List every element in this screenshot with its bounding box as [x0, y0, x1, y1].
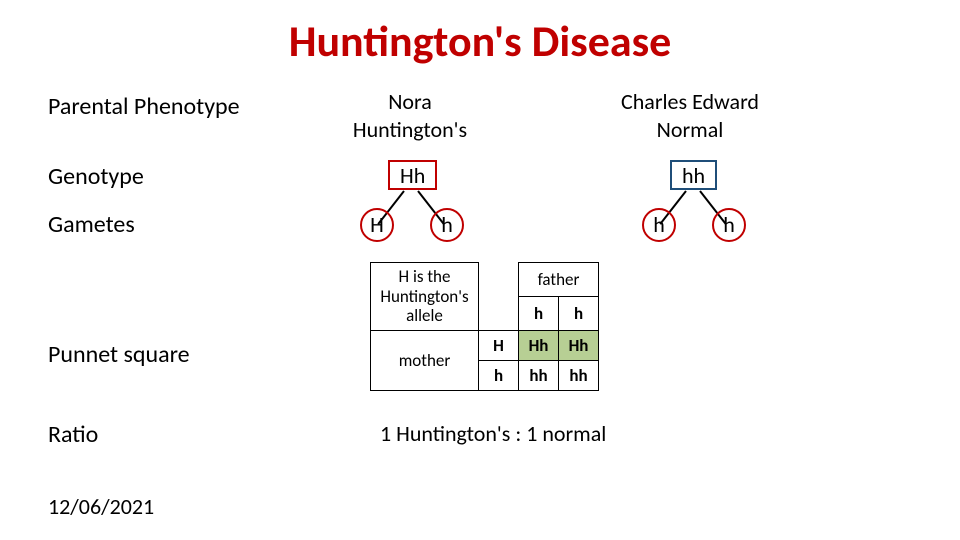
gamete-right-1: h [712, 208, 746, 242]
parent-left-block: Nora Huntington's [330, 88, 490, 143]
mother-allele-0: H [479, 330, 519, 360]
date-footer: 12/06/2021 [48, 493, 154, 520]
gamete-left-0: H [360, 208, 394, 242]
mother-label: mother [371, 330, 479, 390]
father-allele-0: h [519, 296, 559, 330]
label-ratio: Ratio [48, 420, 98, 449]
label-parental: Parental Phenotype [48, 92, 240, 121]
punnett-note: H is the Huntington's allele [371, 263, 479, 331]
page-title: Huntington's Disease [0, 14, 960, 68]
note-l2: Huntington's [380, 286, 468, 307]
parent-right-phenotype: Normal [590, 116, 790, 144]
note-l1: H is the [399, 266, 451, 287]
gamete-left-1: h [430, 208, 464, 242]
father-label: father [519, 263, 599, 297]
cell-10: hh [519, 360, 559, 390]
label-gametes: Gametes [48, 210, 135, 239]
genotype-right-box: hh [670, 160, 717, 190]
punnett-square: H is the Huntington's allele father h h … [370, 262, 599, 391]
label-genotype: Genotype [48, 162, 144, 191]
parent-left-phenotype: Huntington's [330, 116, 490, 144]
ratio-text: 1 Huntington's : 1 normal [380, 420, 606, 447]
gamete-right-0: h [642, 208, 676, 242]
parent-right-block: Charles Edward Normal [590, 88, 790, 143]
father-allele-1: h [559, 296, 599, 330]
mother-allele-1: h [479, 360, 519, 390]
parent-right-name: Charles Edward [590, 88, 790, 116]
label-punnett: Punnet square [48, 340, 190, 369]
cell-11: hh [559, 360, 599, 390]
cell-01: Hh [559, 330, 599, 360]
cell-00: Hh [519, 330, 559, 360]
parent-left-name: Nora [330, 88, 490, 116]
note-l3: allele [406, 305, 443, 326]
genotype-left-box: Hh [388, 160, 437, 190]
